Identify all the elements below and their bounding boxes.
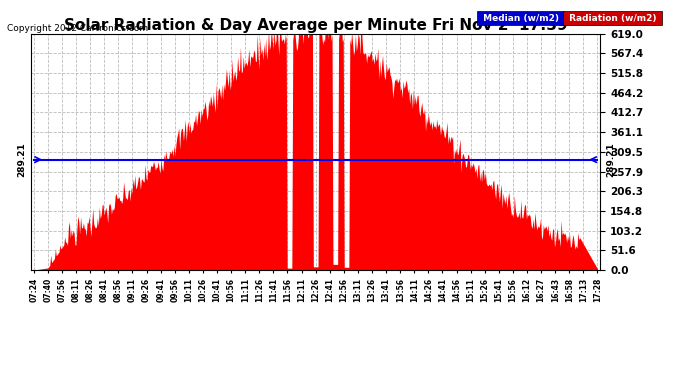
Text: 289.21: 289.21	[17, 142, 26, 177]
Text: Median (w/m2): Median (w/m2)	[480, 13, 562, 22]
Text: Copyright 2012 Cartronics.com: Copyright 2012 Cartronics.com	[7, 24, 148, 33]
Text: 289.21: 289.21	[606, 142, 615, 177]
Text: Radiation (w/m2): Radiation (w/m2)	[566, 13, 660, 22]
Title: Solar Radiation & Day Average per Minute Fri Nov 2  17:39: Solar Radiation & Day Average per Minute…	[64, 18, 567, 33]
